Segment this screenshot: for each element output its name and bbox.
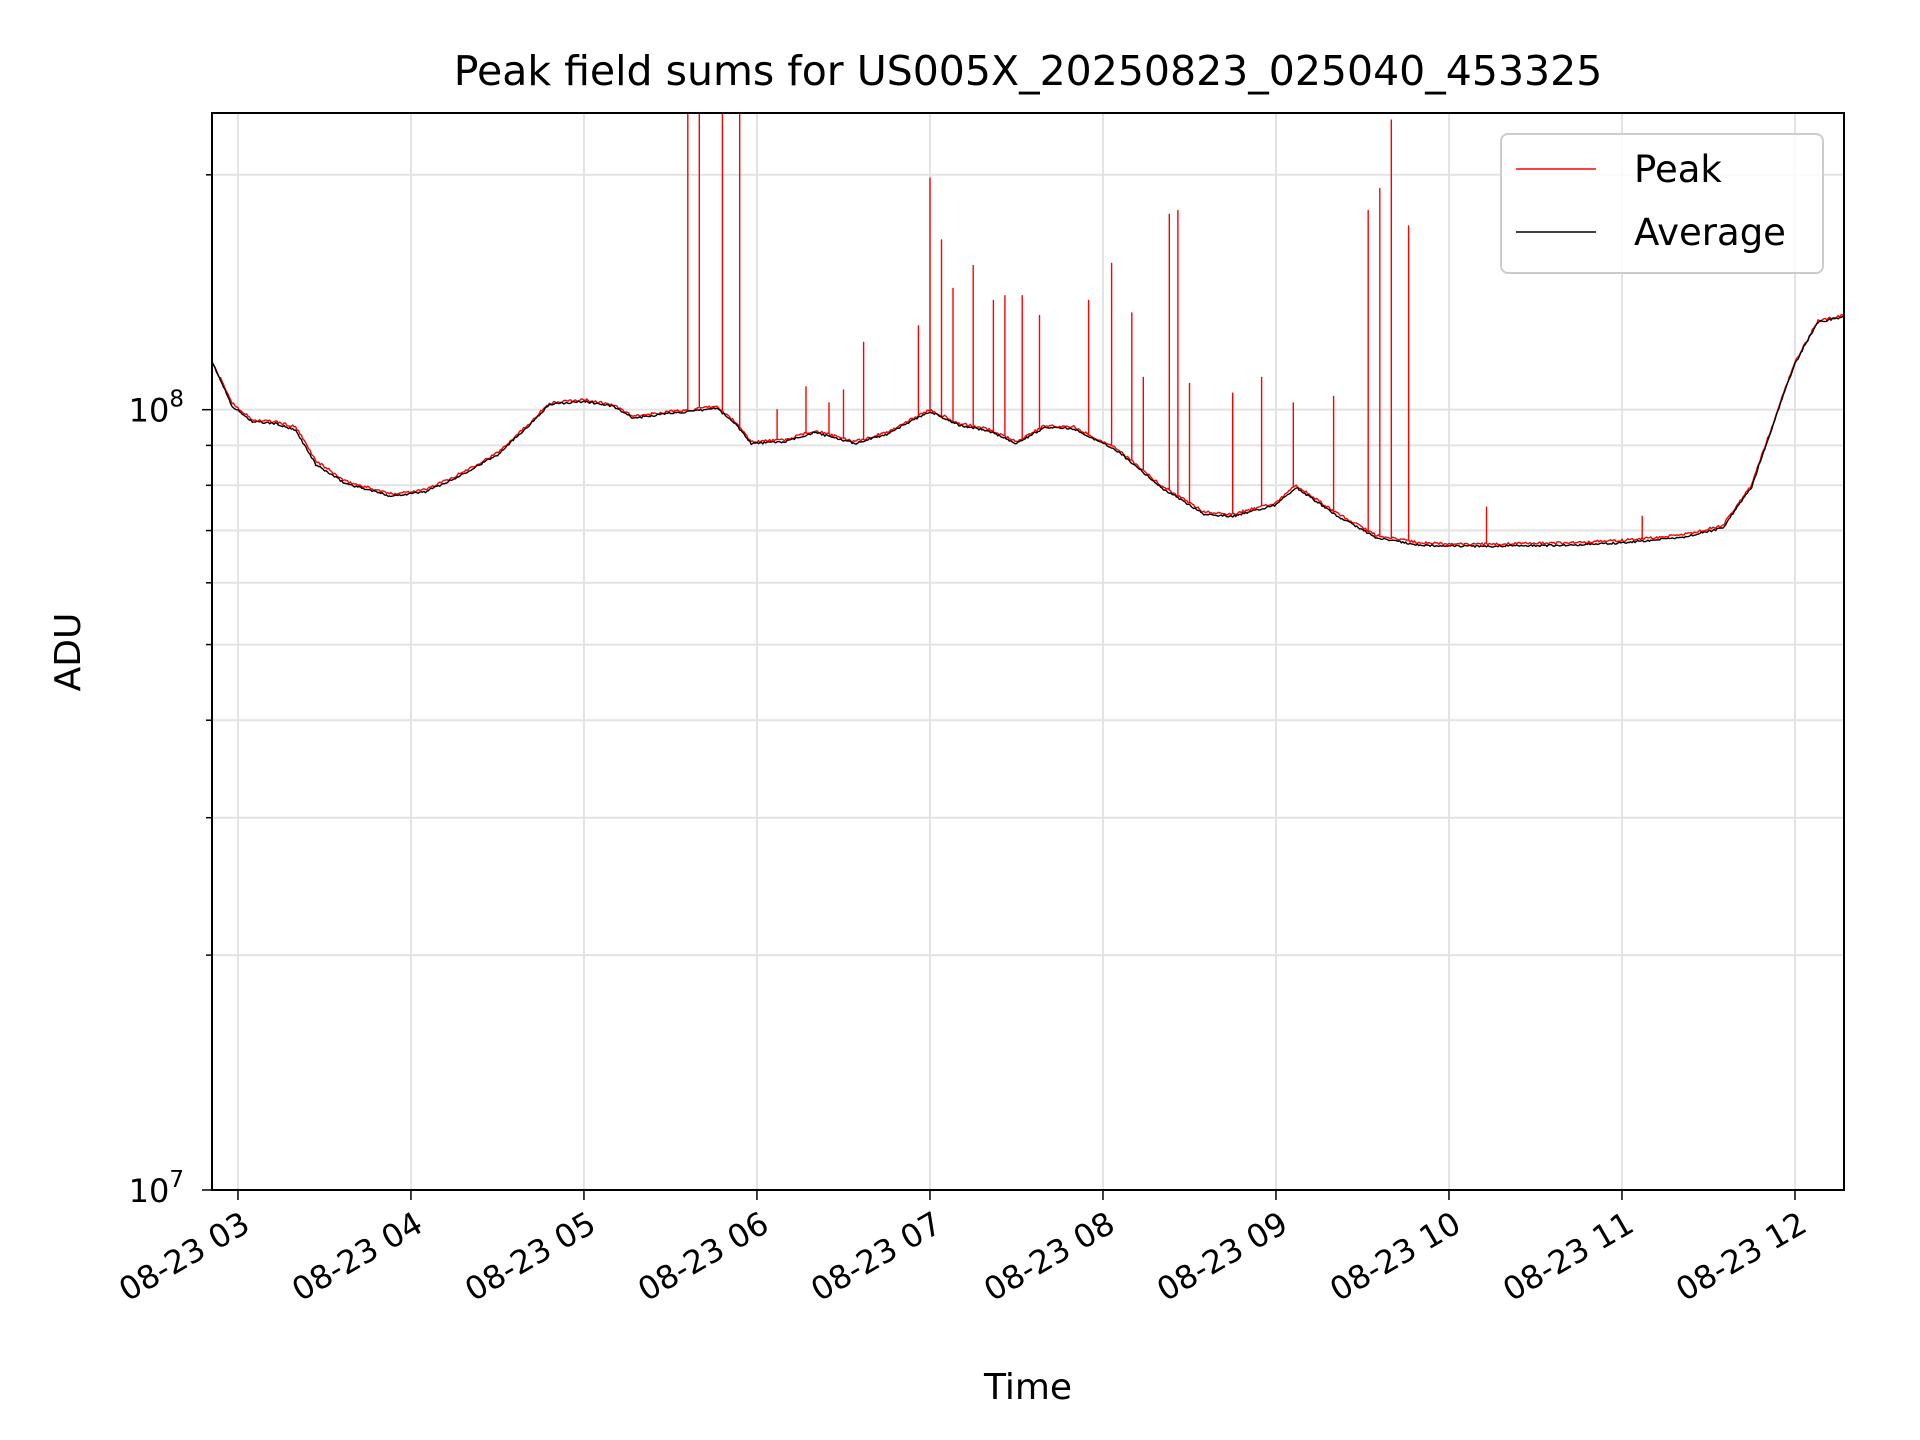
chart-title: Peak field sums for US005X_20250823_0250… [454, 47, 1603, 95]
plot-area [212, 113, 1844, 548]
series-average-line [212, 315, 1844, 548]
y-tick-label: 107 [129, 1167, 184, 1210]
plot-frame [211, 112, 1845, 1191]
y-axis-label: ADU [48, 613, 89, 692]
y-axis: 107 108 [129, 174, 212, 1210]
series-peak-line [212, 113, 1844, 546]
x-axis-label: Time [983, 1367, 1072, 1408]
legend-peak-label: Peak [1634, 148, 1722, 191]
y-tick-label: 108 [129, 387, 184, 430]
legend-average-label: Average [1634, 211, 1786, 254]
legend: Peak Average [1500, 133, 1824, 274]
